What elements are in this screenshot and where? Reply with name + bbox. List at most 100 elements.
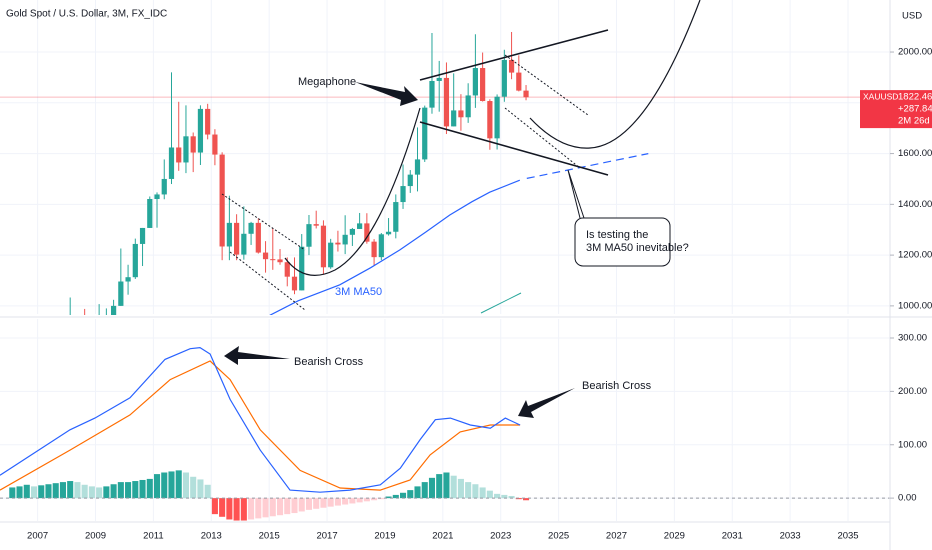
candle-body — [422, 107, 428, 160]
histogram-bar — [291, 498, 298, 514]
symbol-label: XAUUSD — [863, 91, 898, 101]
callout-text: Is testing the — [586, 229, 648, 241]
candle-body — [436, 77, 442, 81]
macd-pane — [0, 346, 890, 521]
histogram-bar — [110, 484, 117, 499]
histogram-bar — [363, 498, 370, 502]
candle-body — [385, 231, 392, 235]
candle-body — [197, 108, 204, 153]
candle-body — [465, 95, 471, 118]
price-label — [860, 90, 932, 129]
x-tick-label: 2013 — [201, 531, 222, 542]
histogram-bar — [161, 472, 168, 499]
histogram-bar — [81, 484, 88, 499]
histogram-bar — [125, 482, 132, 499]
histogram-bar — [132, 481, 139, 499]
candle-body — [501, 59, 507, 97]
candle-body — [342, 234, 348, 245]
histogram-bar — [103, 486, 110, 499]
histogram-bar — [240, 498, 247, 521]
candle-body — [364, 223, 370, 242]
candle-body — [291, 276, 298, 291]
candle-body — [212, 134, 218, 155]
candle-body — [523, 90, 529, 98]
histogram-bar — [284, 498, 291, 515]
histogram-bar — [494, 493, 501, 499]
histogram-bar — [457, 478, 464, 499]
histogram-bar — [298, 498, 305, 512]
histogram-bar — [472, 484, 479, 499]
histogram-bar — [486, 490, 493, 499]
histogram-bar — [479, 487, 486, 499]
countdown-label: 2M 26d — [898, 116, 930, 127]
histogram-bar — [67, 481, 74, 499]
y-tick-label: 100.00 — [898, 439, 927, 450]
candle-body — [234, 222, 240, 255]
candle-body — [68, 323, 73, 348]
histogram-bar — [450, 475, 457, 499]
y-tick-label: 1000.00 — [898, 300, 932, 311]
histogram-bar — [233, 498, 240, 521]
candle-body — [154, 194, 160, 200]
y-tick-label: 2000.00 — [898, 47, 932, 58]
candle-body — [378, 234, 384, 258]
line — [526, 153, 649, 179]
histogram-bar — [30, 486, 38, 499]
x-tick-label: 2027 — [606, 531, 627, 542]
candle-body — [255, 222, 261, 253]
histogram-bar — [407, 490, 414, 499]
price-value: 1822.46 — [898, 92, 932, 103]
candle-body — [205, 108, 211, 135]
histogram-bar — [436, 474, 443, 499]
histogram-bar — [52, 483, 59, 499]
histogram-bar — [211, 498, 218, 515]
x-tick-label: 2007 — [27, 531, 48, 542]
arrow — [355, 82, 418, 106]
candle-body — [335, 242, 341, 245]
candle-body — [97, 327, 102, 336]
x-tick-label: 2023 — [490, 531, 511, 542]
y-tick-label: 300.00 — [898, 333, 927, 344]
candle-body — [349, 228, 355, 235]
channel-line — [504, 54, 589, 116]
channel-line — [504, 107, 581, 169]
callout-text: 3M MA50 inevitable? — [586, 242, 689, 254]
candle-body — [407, 174, 413, 187]
histogram-bar — [74, 482, 81, 499]
candle-body — [176, 147, 182, 163]
arrow — [224, 346, 290, 365]
candle-body — [472, 68, 478, 96]
candle-body — [110, 305, 117, 315]
histogram-bar — [371, 498, 378, 501]
candle-body — [357, 223, 363, 229]
candle-body — [219, 154, 225, 247]
drawings — [221, 0, 701, 314]
candle-body — [118, 281, 124, 306]
candle-body — [262, 252, 269, 260]
histogram-bar — [88, 486, 95, 499]
histogram-bar — [428, 477, 436, 499]
histogram-bar — [248, 498, 255, 520]
candle-body — [414, 159, 421, 175]
candle-body — [516, 72, 522, 91]
annotation: Megaphone — [298, 76, 356, 88]
candle-body — [320, 225, 327, 268]
histogram-bar — [465, 482, 472, 499]
histogram-bar — [385, 496, 392, 499]
price-pane — [68, 31, 649, 348]
histogram-bar — [349, 498, 356, 504]
candle-body — [277, 259, 283, 263]
histogram-bar — [313, 498, 320, 509]
histogram-bar — [117, 482, 124, 499]
candle-body — [429, 80, 435, 108]
candle-body — [458, 110, 464, 118]
currency: USD — [902, 11, 922, 22]
axes: 2007 2009 2011 2013 2015 2017 2019 2021 2023 2025… — [27, 47, 932, 542]
histogram-bar — [59, 482, 66, 499]
megaphone-upper — [419, 29, 609, 81]
candle-body — [487, 101, 493, 139]
histogram-bar — [146, 478, 153, 499]
histogram-bar — [276, 498, 284, 516]
candle-body — [393, 202, 399, 232]
